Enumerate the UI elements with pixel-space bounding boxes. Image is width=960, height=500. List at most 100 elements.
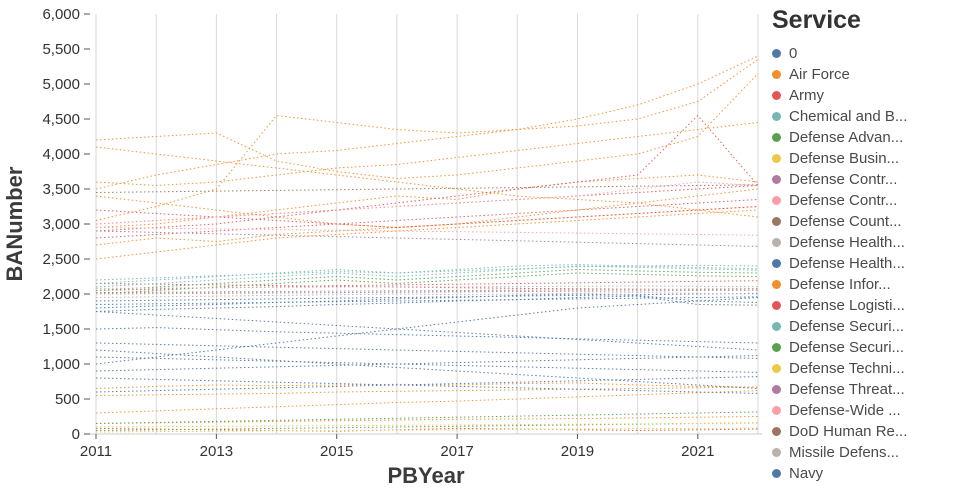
legend-item[interactable]: Defense Busin...	[772, 148, 958, 169]
series-line	[95, 386, 759, 396]
legend-item[interactable]: Army	[772, 85, 958, 106]
gridlines	[90, 14, 762, 435]
x-tick-label: 2017	[440, 443, 473, 460]
legend-item-label: Defense Health...	[789, 234, 905, 251]
legend-swatch-icon	[772, 238, 781, 247]
legend-swatch-icon	[772, 217, 781, 226]
legend-item[interactable]: 0	[772, 43, 958, 64]
series-line	[95, 289, 759, 295]
series-line	[95, 295, 759, 312]
legend-item[interactable]: Missile Defens...	[772, 442, 958, 463]
legend-swatch-icon	[772, 469, 781, 478]
series-line	[95, 293, 759, 309]
x-tick-label: 2021	[681, 443, 714, 460]
legend-swatch-icon	[772, 259, 781, 268]
legend-swatch-icon	[772, 70, 781, 79]
series-line	[95, 411, 759, 424]
legend-item[interactable]: Defense Infor...	[772, 274, 958, 295]
x-tick-label: 2019	[561, 443, 594, 460]
legend-item[interactable]: DoD Human Re...	[772, 421, 958, 442]
legend-item-label: Defense Logisti...	[789, 297, 905, 314]
y-tick-label: 3,000	[42, 216, 80, 233]
series-line	[95, 206, 759, 246]
series-line	[95, 264, 759, 284]
series-line	[95, 264, 759, 281]
y-tick-label: 2,500	[42, 251, 80, 268]
series-line	[95, 283, 759, 291]
series-line	[95, 296, 759, 305]
legend-items: 0 Air Force Army Chemical and B... Defense A…	[772, 43, 958, 484]
legend-item-label: Defense Busin...	[789, 150, 900, 167]
series-line	[95, 355, 759, 372]
series-line	[95, 342, 759, 359]
series-line	[95, 230, 759, 247]
series-line	[95, 311, 759, 351]
legend-item[interactable]: Defense Techni...	[772, 358, 958, 379]
legend-swatch-icon	[772, 280, 781, 289]
legend-item[interactable]: Defense Logisti...	[772, 295, 958, 316]
legend-item-label: Defense Securi...	[789, 318, 905, 335]
x-tick-label: 2011	[80, 443, 112, 460]
series-line	[95, 227, 759, 236]
series-line	[95, 146, 759, 218]
legend-swatch-icon	[772, 427, 781, 436]
series-line	[95, 422, 759, 431]
y-tick-label: 3,500	[42, 181, 80, 198]
legend-item[interactable]: Defense Securi...	[772, 316, 958, 337]
legend-item[interactable]: Air Force	[772, 64, 958, 85]
series-line	[95, 174, 759, 228]
x-axis-title: PBYear	[387, 463, 464, 488]
legend-item-label: Defense Contr...	[789, 171, 898, 188]
legend-swatch-icon	[772, 343, 781, 352]
legend-swatch-icon	[772, 301, 781, 310]
series-line	[95, 292, 759, 302]
legend-item[interactable]: Defense Count...	[772, 211, 958, 232]
legend-swatch-icon	[772, 364, 781, 373]
legend-item-label: Defense Infor...	[789, 276, 891, 293]
legend-item-label: Defense Advan...	[789, 129, 904, 146]
legend-item-label: Air Force	[789, 66, 850, 83]
series-line	[95, 59, 759, 221]
series-line	[95, 377, 759, 394]
legend-swatch-icon	[772, 406, 781, 415]
series-line	[95, 188, 759, 229]
legend-swatch-icon	[772, 154, 781, 163]
line-chart: 0 500 1,000 1,500 2,000 2,500 3,000 3,500 4,000 4…	[2, 6, 762, 488]
series-line	[95, 268, 759, 291]
legend-item[interactable]: Navy	[772, 463, 958, 484]
legend-item[interactable]: Defense Contr...	[772, 169, 958, 190]
series-line	[95, 280, 759, 291]
legend-item-label: Army	[789, 87, 824, 104]
legend-item[interactable]: Defense Contr...	[772, 190, 958, 211]
series-line	[95, 181, 759, 225]
series-lines	[95, 55, 759, 433]
series-line	[95, 185, 759, 225]
legend-item-label: Defense Health...	[789, 255, 905, 272]
y-tick-label: 5,500	[42, 41, 80, 58]
x-tick-label: 2013	[200, 443, 233, 460]
legend-item[interactable]: Defense Health...	[772, 232, 958, 253]
legend-item[interactable]: Defense Threat...	[772, 379, 958, 400]
legend-swatch-icon	[772, 91, 781, 100]
legend-swatch-icon	[772, 196, 781, 205]
legend-item[interactable]: Chemical and B...	[772, 106, 958, 127]
y-tick-label: 6,000	[42, 6, 80, 23]
legend-item-label: 0	[789, 45, 798, 62]
series-line	[95, 114, 759, 232]
legend-item[interactable]: Defense Health...	[772, 253, 958, 274]
series-line	[95, 285, 759, 289]
series-line	[95, 382, 759, 389]
legend-swatch-icon	[772, 133, 781, 142]
y-tick-label: 4,000	[42, 146, 80, 163]
legend-item[interactable]: Defense-Wide ...	[772, 400, 958, 421]
series-line	[95, 356, 759, 373]
series-line	[95, 206, 759, 229]
legend-item[interactable]: Defense Advan...	[772, 127, 958, 148]
series-line	[95, 73, 759, 180]
legend-item[interactable]: Defense Securi...	[772, 337, 958, 358]
series-line	[95, 427, 759, 432]
legend-item-label: Defense Contr...	[789, 192, 898, 209]
series-line	[95, 288, 759, 294]
legend-swatch-icon	[772, 49, 781, 58]
